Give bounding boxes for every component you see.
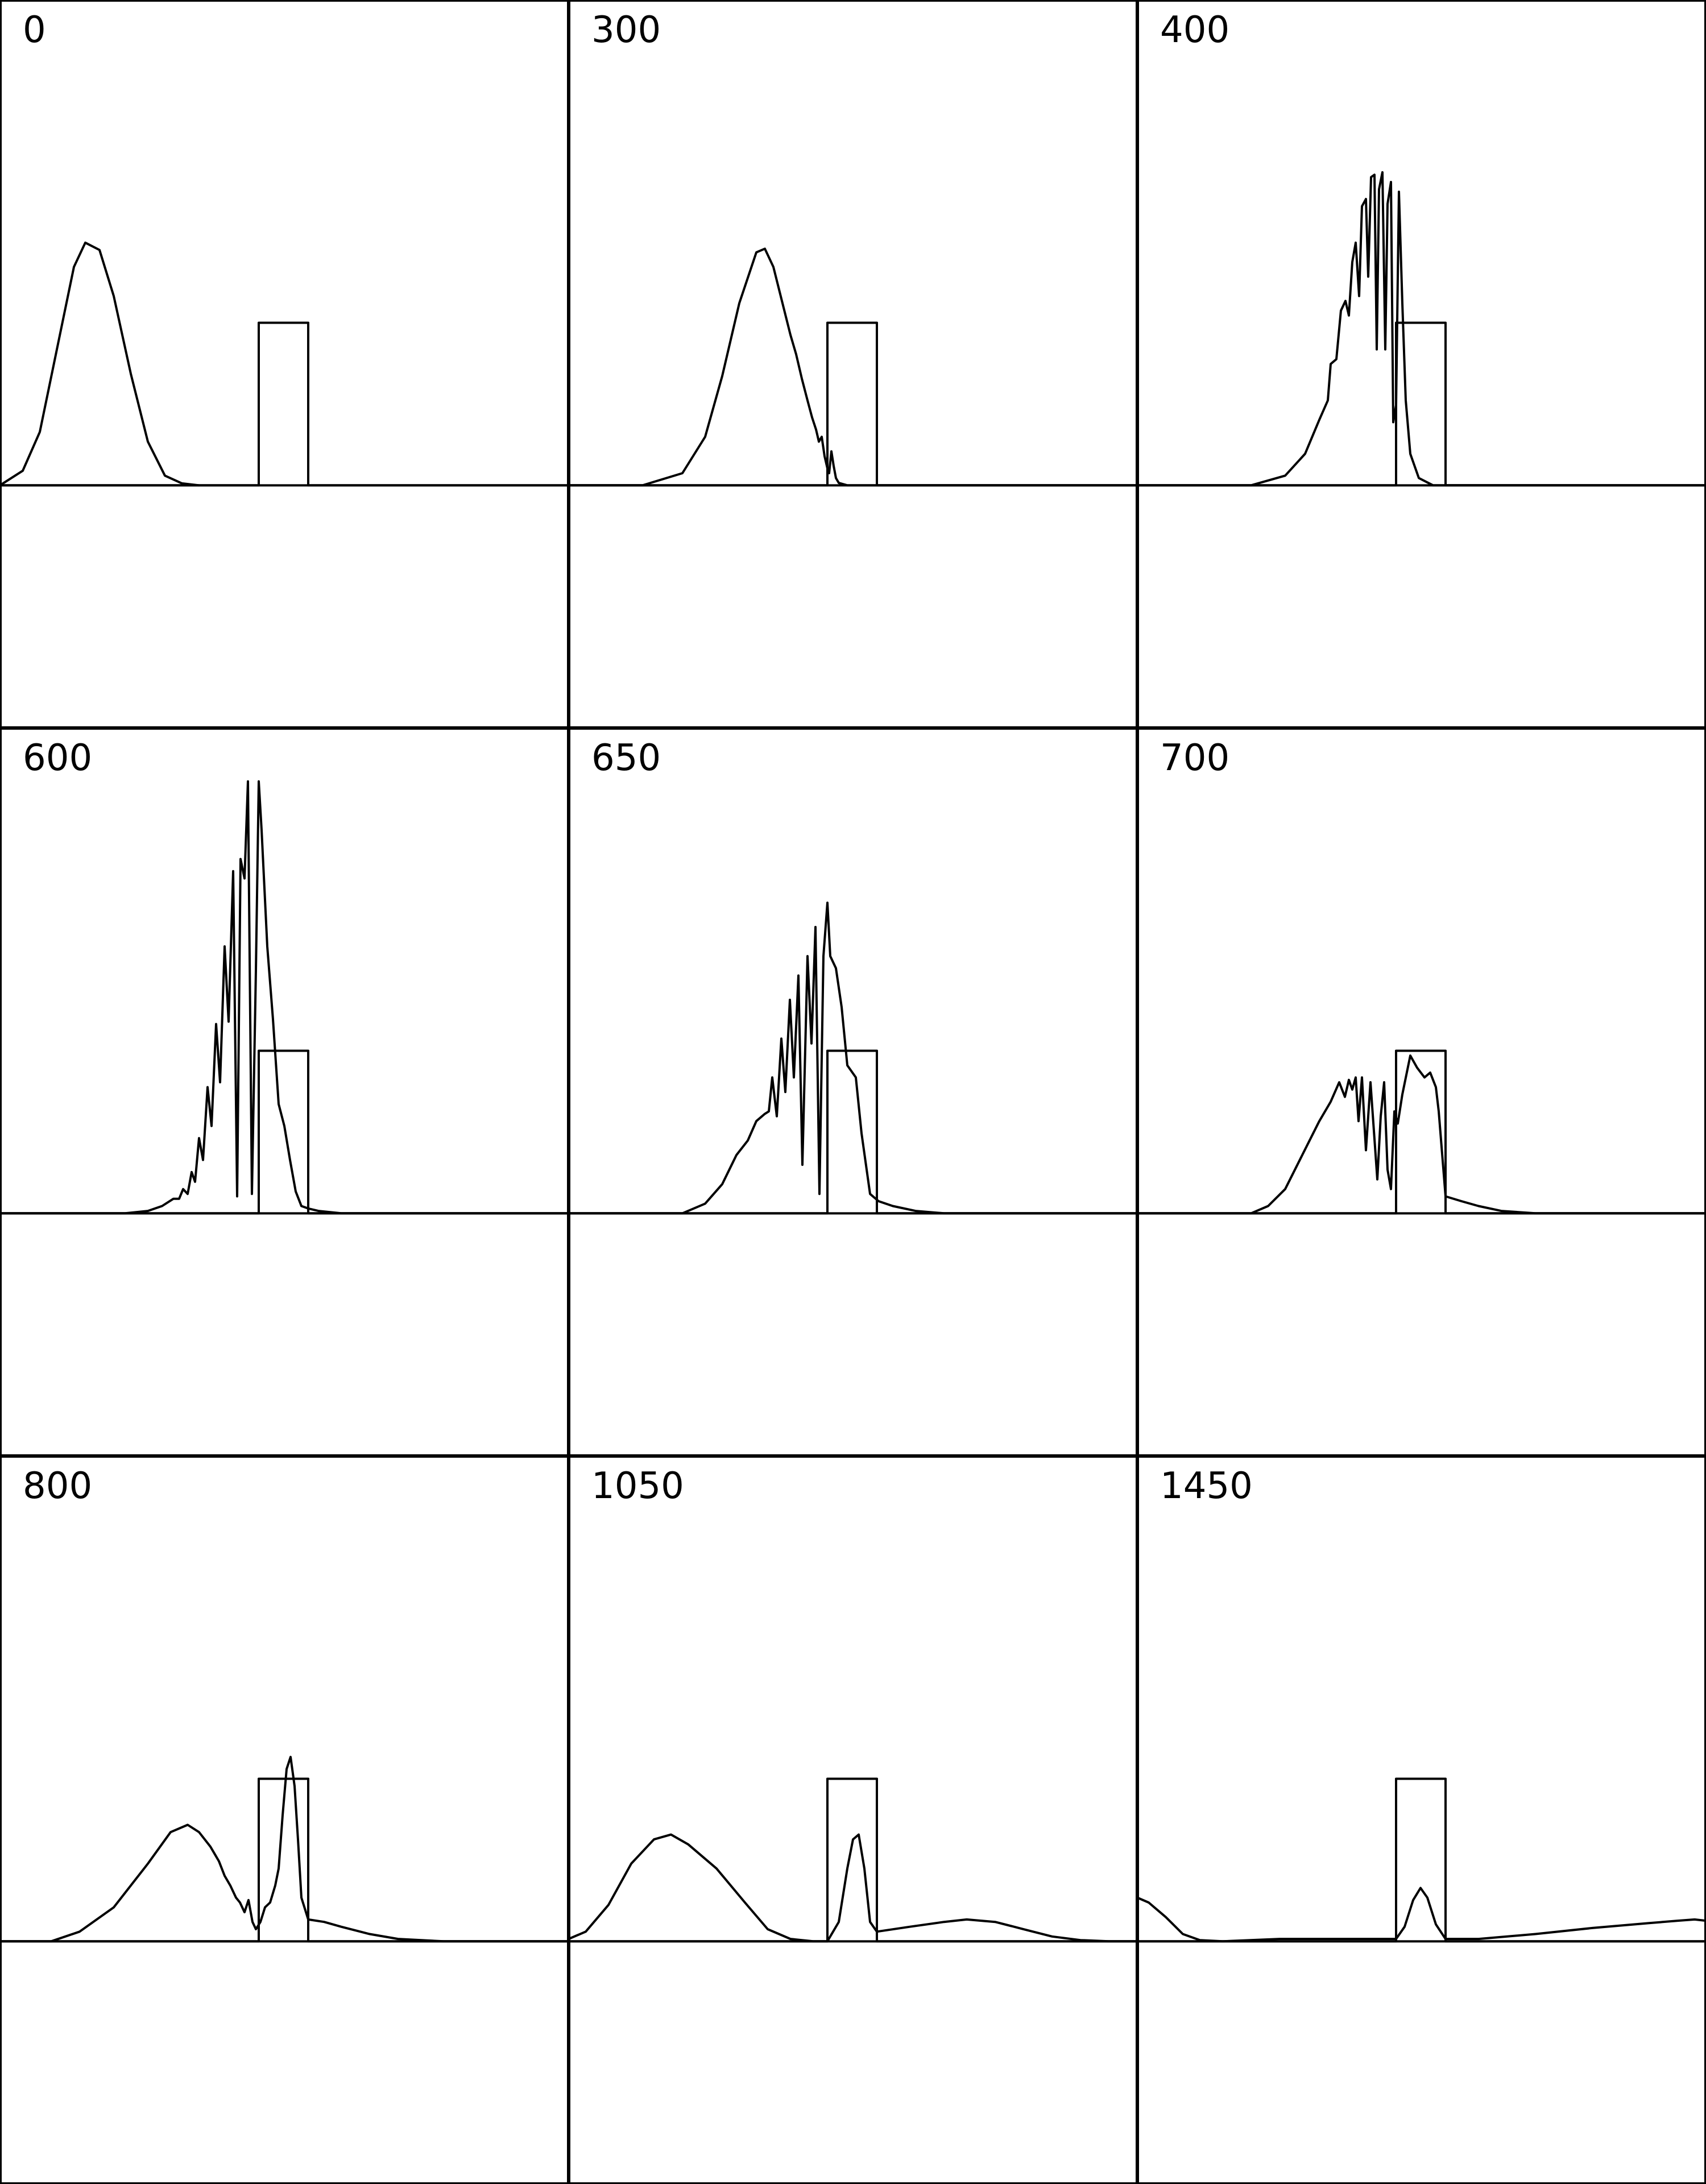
- barrier-line: [568, 321, 1138, 487]
- panel-7: 1050: [568, 1456, 1138, 2184]
- panel-frame: [1137, 0, 1706, 728]
- panel-frame: [0, 728, 569, 1456]
- panel-3: 600: [0, 728, 570, 1456]
- panel-label: 700: [1160, 737, 1229, 779]
- barrier-line: [0, 1777, 570, 1943]
- wave-packet-curve: [568, 1833, 1138, 1943]
- panel-frame: [569, 1456, 1137, 2184]
- barrier-line: [1136, 1049, 1706, 1215]
- panel-2: 400: [1136, 0, 1706, 728]
- wave-packet-curve: [568, 901, 1138, 1215]
- panel-label: 400: [1160, 9, 1229, 51]
- panel-label: 800: [23, 1465, 92, 1507]
- panel-frame: [1137, 1456, 1706, 2184]
- panel-1: 300: [568, 0, 1138, 728]
- wave-packet-curve: [568, 247, 1138, 487]
- wave-packet-curve: [0, 241, 200, 487]
- panel-frame: [0, 0, 569, 728]
- barrier-line: [568, 1777, 1138, 1943]
- panel-label: 600: [23, 737, 92, 779]
- panel-8: 1450: [1136, 1456, 1706, 2184]
- panel-frame: [1137, 728, 1706, 1456]
- panel-label: 1050: [591, 1465, 684, 1507]
- wave-packet-curve: [0, 1756, 570, 1943]
- barrier-line: [0, 1049, 570, 1215]
- wave-packet-curve: [0, 780, 570, 1215]
- panel-frame: [569, 0, 1137, 728]
- barrier-line: [1136, 1777, 1706, 1943]
- barrier-line: [0, 321, 570, 487]
- panel-frame: [0, 1456, 569, 2184]
- wave-packet-curve: [1136, 1887, 1706, 1943]
- panel-0: 0: [0, 0, 570, 728]
- panel-label: 300: [591, 9, 661, 51]
- panel-5: 700: [1136, 728, 1706, 1456]
- panel-label: 650: [591, 737, 661, 779]
- panel-4: 650: [568, 728, 1138, 1456]
- barrier-line: [1136, 321, 1706, 487]
- wave-packet-curve: [1136, 1054, 1706, 1215]
- panel-label: 1450: [1160, 1465, 1253, 1507]
- panel-frame: [569, 728, 1137, 1456]
- wave-packet-curve: [1136, 171, 1706, 487]
- panel-6: 800: [0, 1456, 570, 2184]
- panel-label: 0: [23, 9, 46, 51]
- barrier-line: [568, 1049, 1138, 1215]
